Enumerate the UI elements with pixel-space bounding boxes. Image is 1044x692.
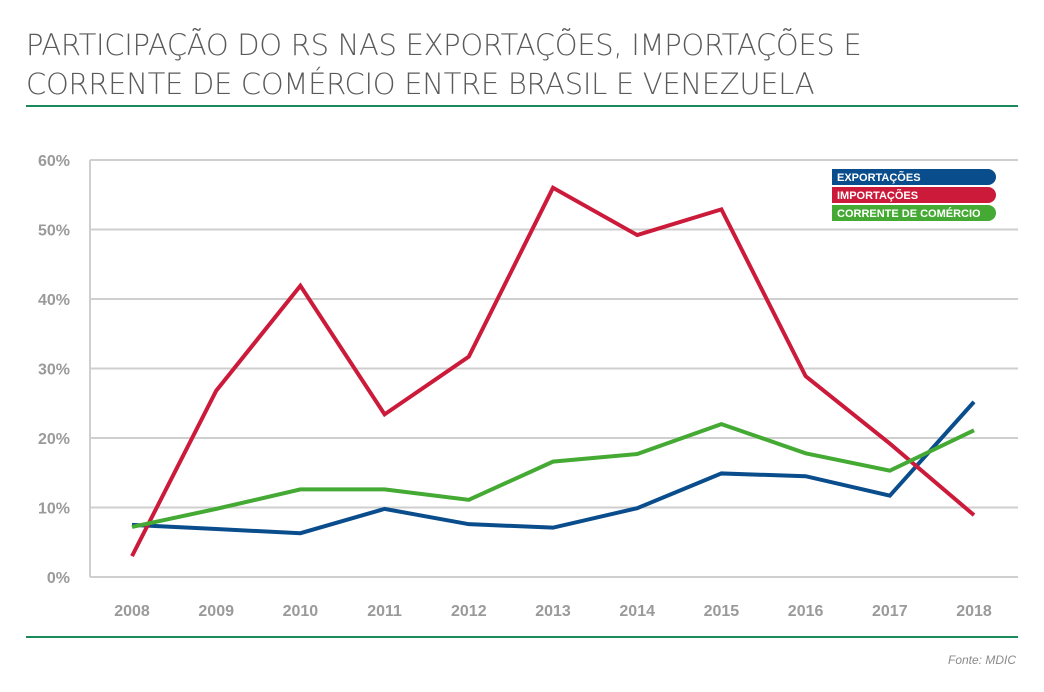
y-tick-label: 0% bbox=[47, 570, 70, 587]
series-lines bbox=[130, 185, 976, 558]
legend-swatch-square bbox=[832, 205, 844, 221]
gridlines bbox=[89, 159, 1018, 578]
y-tick-label: 30% bbox=[38, 362, 70, 379]
x-tick-label: 2009 bbox=[198, 603, 234, 620]
legend-label: CORRENTE DE COMÉRCIO bbox=[837, 207, 981, 220]
x-tick-label: 2013 bbox=[535, 603, 571, 620]
x-axis-ticks: 2008 2009 2010 2011 2012 2013 2014 2015 2016 2017… bbox=[114, 603, 992, 620]
x-tick-label: 2016 bbox=[788, 603, 824, 620]
source-note: Fonte: MDIC bbox=[947, 653, 1016, 667]
series-line-0 bbox=[131, 400, 976, 536]
series-line-2 bbox=[131, 421, 975, 529]
x-tick-label: 2015 bbox=[704, 603, 740, 620]
y-tick-label: 10% bbox=[38, 501, 70, 518]
legend-label: IMPORTAÇÕES bbox=[837, 189, 918, 202]
x-tick-label: 2017 bbox=[872, 603, 908, 620]
x-tick-label: 2012 bbox=[451, 603, 487, 620]
chart-title-line-1: PARTICIPAÇÃO DO RS NAS EXPORTAÇÕES, IMPO… bbox=[26, 28, 862, 62]
legend-swatch-square bbox=[832, 169, 844, 185]
x-tick-label: 2010 bbox=[283, 603, 319, 620]
legend-swatch bbox=[832, 169, 996, 185]
x-tick-label: 2008 bbox=[114, 603, 150, 620]
legend: EXPORTAÇÕES IMPORTAÇÕES CORRENTE DE COMÉRC… bbox=[832, 169, 996, 221]
legend-swatch bbox=[832, 205, 996, 221]
legend-swatch bbox=[832, 187, 996, 203]
series-2 bbox=[131, 421, 975, 529]
y-tick-label: 50% bbox=[38, 223, 70, 240]
legend-item: IMPORTAÇÕES bbox=[832, 187, 996, 203]
y-tick-label: 20% bbox=[38, 431, 70, 448]
series-0 bbox=[131, 400, 976, 536]
legend-swatch-square bbox=[832, 187, 844, 203]
footer-divider bbox=[26, 636, 1018, 638]
y-axis-ticks: 0% 10% 20% 30% 40% 50% 60% bbox=[38, 153, 70, 587]
x-tick-label: 2014 bbox=[619, 603, 655, 620]
title-divider bbox=[26, 105, 1018, 107]
legend-item: CORRENTE DE COMÉRCIO bbox=[832, 205, 996, 221]
series-1 bbox=[130, 185, 976, 558]
y-tick-label: 40% bbox=[38, 292, 70, 309]
legend-item: EXPORTAÇÕES bbox=[832, 169, 996, 185]
y-tick-label: 60% bbox=[38, 153, 70, 170]
x-tick-label: 2011 bbox=[367, 603, 402, 620]
chart-title-line-2: CORRENTE DE COMÉRCIO ENTRE BRASIL E VENE… bbox=[26, 67, 815, 101]
chart-title: PARTICIPAÇÃO DO RS NAS EXPORTAÇÕES, IMPO… bbox=[26, 26, 1016, 104]
x-tick-label: 2018 bbox=[956, 603, 992, 620]
legend-label: EXPORTAÇÕES bbox=[837, 171, 921, 184]
